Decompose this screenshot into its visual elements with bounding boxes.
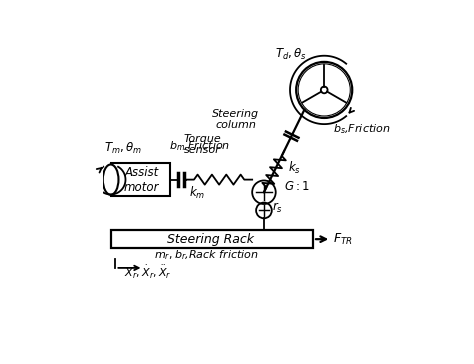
Bar	[111, 163, 170, 197]
Ellipse shape	[103, 165, 118, 195]
Text: Assist
motor: Assist motor	[124, 166, 159, 194]
Text: $r_s$: $r_s$	[272, 201, 283, 215]
Text: $m_r,b_r$,Rack friction: $m_r,b_r$,Rack friction	[154, 248, 259, 262]
Text: $b_s$,Friction: $b_s$,Friction	[333, 122, 390, 136]
Text: $T_m,\theta_m$: $T_m,\theta_m$	[104, 141, 142, 156]
Bar	[111, 230, 313, 248]
Text: Steering
column: Steering column	[212, 108, 259, 130]
Text: $b_m$,Friction: $b_m$,Friction	[169, 139, 230, 153]
Text: $X_r,\dot{X}_r,\ddot{X}_r$: $X_r,\dot{X}_r,\ddot{X}_r$	[124, 264, 172, 281]
Text: $k_s$: $k_s$	[288, 161, 301, 177]
Text: $G:1$: $G:1$	[283, 180, 310, 193]
Text: Torque
sensor: Torque sensor	[183, 134, 221, 155]
Text: $k_m$: $k_m$	[189, 185, 205, 201]
Text: $T_d,\theta_s$: $T_d,\theta_s$	[275, 47, 307, 62]
Text: $F_{TR}$: $F_{TR}$	[333, 232, 352, 247]
Text: Steering Rack: Steering Rack	[167, 233, 254, 246]
